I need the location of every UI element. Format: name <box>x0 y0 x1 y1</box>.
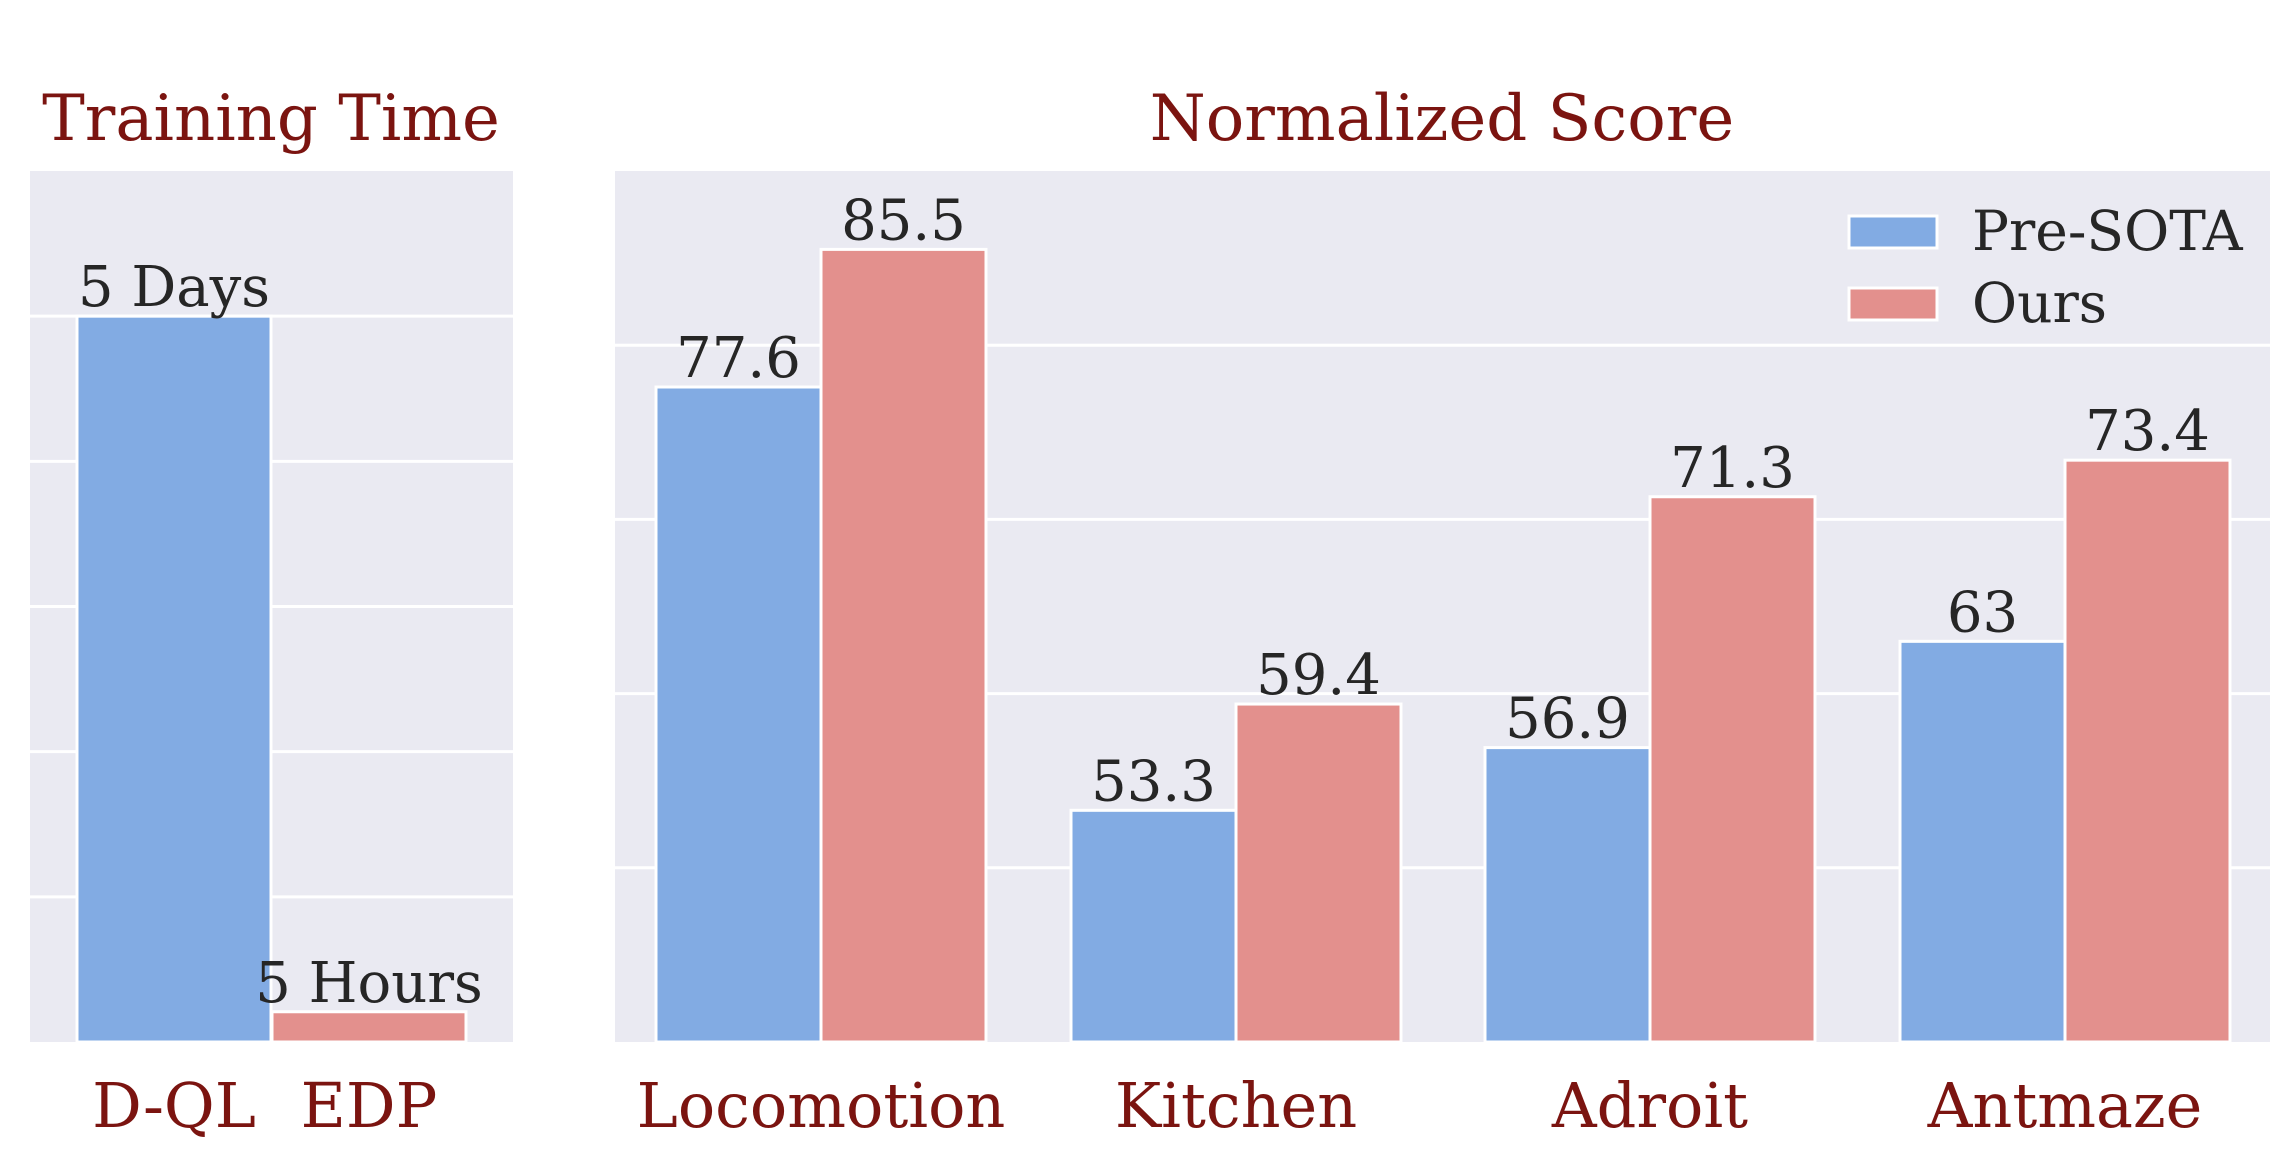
normalized-score-title: Normalized Score <box>1150 82 1735 156</box>
bar-pre-sota-adroit <box>1483 746 1652 1044</box>
x-tick-label-antmaze: Antmaze <box>1927 1069 2203 1142</box>
data-label-pre-sota-locomotion: 77.6 <box>676 326 801 391</box>
bar-ours-locomotion <box>819 247 988 1044</box>
data-label-ours-adroit: 71.3 <box>1670 436 1795 501</box>
normalized-score-x-ticks: Locomotion Kitchen Adroit Antmaze <box>637 1069 2203 1142</box>
x-tick-label-adroit: Adroit <box>1551 1069 1748 1142</box>
data-label-ours-kitchen: 59.4 <box>1256 643 1381 708</box>
bar-pre-sota-antmaze <box>1898 639 2067 1044</box>
data-label-ours-locomotion: 85.5 <box>841 188 966 253</box>
x-tick-label-dql: D-QL <box>92 1069 256 1142</box>
bar-ours-adroit <box>1648 495 1817 1044</box>
training-time-data-label-edp: 5 Hours <box>255 951 483 1016</box>
bar-ours-kitchen <box>1234 702 1403 1044</box>
training-time-bars <box>75 314 468 1044</box>
legend-swatch-ours <box>1847 286 1939 322</box>
legend-label-pre-sota: Pre-SOTA <box>1972 199 2244 263</box>
x-tick-label-locomotion: Locomotion <box>637 1069 1006 1142</box>
training-time-title: Training Time <box>42 82 500 156</box>
legend-swatch-pre-sota <box>1847 214 1939 250</box>
normalized-score-bars <box>654 247 2232 1044</box>
x-tick-label-kitchen: Kitchen <box>1115 1069 1357 1142</box>
bar-pre-sota-locomotion <box>654 385 823 1044</box>
data-label-pre-sota-adroit: 56.9 <box>1505 687 1630 752</box>
normalized-score-panel: Normalized Score 77.6 53.3 56.9 63 85.5 … <box>615 82 2270 1142</box>
bar-pre-sota-kitchen <box>1069 808 1238 1044</box>
training-time-bar-edp <box>270 1010 468 1044</box>
training-time-panel: Training Time 5 Days 5 Hours D-QL EDP <box>30 82 513 1142</box>
legend-label-ours: Ours <box>1972 271 2107 335</box>
normalized-score-data-labels: 77.6 53.3 56.9 63 85.5 59.4 71.3 73.4 <box>676 188 2210 814</box>
training-time-data-label-dql: 5 Days <box>78 255 270 320</box>
data-label-pre-sota-kitchen: 53.3 <box>1091 749 1216 814</box>
data-label-ours-antmaze: 73.4 <box>2085 399 2210 464</box>
x-tick-label-edp: EDP <box>301 1069 438 1142</box>
legend: Pre-SOTA Ours <box>1847 199 2244 335</box>
data-label-pre-sota-antmaze: 63 <box>1947 580 2018 645</box>
training-time-bar-d-ql <box>75 314 273 1044</box>
bar-ours-antmaze <box>2063 458 2232 1044</box>
